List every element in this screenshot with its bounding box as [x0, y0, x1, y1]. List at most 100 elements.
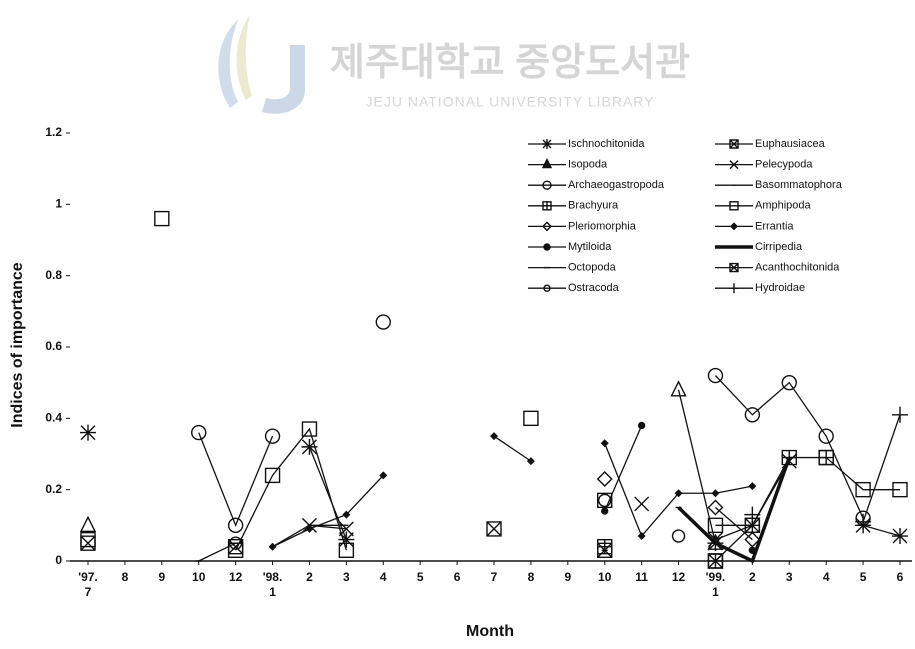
marker: [674, 489, 683, 498]
marker: [227, 517, 244, 534]
y-tick-label: 0.6: [45, 339, 62, 353]
x-tick-label: '99. 1: [706, 570, 726, 599]
x-tick-label: '98. 1: [263, 570, 283, 599]
marker: [542, 180, 552, 190]
x-tick-label: 8: [122, 570, 129, 584]
marker: [781, 374, 797, 391]
marker: [338, 531, 355, 548]
series-line: [715, 456, 827, 562]
x-tick-label: 10: [192, 570, 206, 584]
marker: [671, 529, 686, 543]
marker: [227, 542, 244, 558]
watermark: 제주대학교 중앙도서관 JEJU NATIONAL UNIVERSITY LIB…: [218, 15, 690, 114]
marker: [191, 424, 207, 441]
y-axis-label: Indices of importance: [9, 262, 26, 427]
marker: [542, 139, 552, 149]
x-axis-label: Month: [466, 623, 514, 640]
marker: [744, 506, 761, 523]
series-line: [605, 425, 753, 550]
x-tick-label: 12: [672, 570, 686, 584]
marker: [744, 407, 761, 423]
legend-label: Mytiloida: [568, 241, 612, 253]
series-line: [677, 456, 791, 564]
marker: [818, 449, 834, 466]
marker: [707, 367, 724, 384]
marker: [855, 481, 871, 498]
marker: [637, 532, 646, 541]
marker: [543, 243, 551, 251]
marker: [80, 424, 96, 441]
x-tick-label: 4: [380, 570, 387, 584]
marker: [80, 535, 96, 551]
x-tick-label: 5: [417, 570, 424, 584]
watermark-subtitle: JEJU NATIONAL UNIVERSITY LIBRARY: [366, 94, 655, 110]
series-line: [308, 446, 901, 540]
series-line: [199, 543, 605, 561]
y-tick-label: 0: [55, 553, 62, 567]
marker: [301, 438, 318, 455]
marker: [541, 158, 553, 169]
marker: [490, 432, 498, 441]
series-line: [677, 389, 717, 544]
x-tick-label: 11: [635, 570, 648, 584]
watermark-title: 제주대학교 중앙도서관: [330, 42, 690, 84]
marker: [264, 428, 281, 444]
x-tick-label: 7: [491, 570, 498, 584]
legend-label: Isopoda: [568, 159, 608, 171]
legend-label: Ischnochitonida: [568, 138, 645, 150]
legend-label: Euphausiacea: [755, 138, 826, 150]
marker: [523, 410, 539, 427]
logo-j: [262, 45, 305, 114]
marker: [707, 499, 724, 516]
legend-label: Acanthochitonida: [755, 262, 840, 274]
marker: [542, 221, 552, 232]
x-tick-label: 9: [158, 570, 165, 584]
marker: [748, 482, 757, 491]
marker: [542, 201, 552, 211]
marker: [600, 439, 609, 448]
marker: [818, 428, 834, 444]
x-tick-label: 3: [786, 570, 793, 584]
legend-label: Pelecypoda: [755, 159, 813, 171]
marker: [707, 553, 724, 569]
marker: [730, 222, 738, 231]
x-tick-label: 4: [823, 570, 830, 584]
x-tick-label: 6: [454, 570, 461, 584]
y-tick-label: 1: [55, 197, 62, 211]
marker: [744, 517, 760, 533]
legend-label: Cirripedia: [755, 241, 803, 253]
marker: [597, 542, 613, 558]
marker: [892, 481, 908, 498]
marker: [729, 262, 739, 273]
legend-label: Hydroidae: [755, 282, 805, 294]
marker: [597, 539, 613, 555]
x-tick-label: 9: [564, 570, 571, 584]
marker: [729, 160, 739, 170]
marker: [301, 421, 318, 437]
x-tick-label: '97. 7: [78, 570, 98, 599]
marker: [892, 406, 908, 423]
legend-label: Basommatophora: [755, 179, 843, 191]
x-tick-label: 6: [897, 570, 904, 584]
x-tick-label: 8: [528, 570, 535, 584]
marker: [637, 421, 646, 430]
x-tick-label: 2: [306, 570, 313, 584]
legend-label: Brachyura: [568, 200, 619, 212]
marker: [379, 471, 388, 480]
marker: [264, 467, 281, 484]
marker: [729, 283, 739, 294]
marker: [268, 542, 277, 551]
marker: [154, 210, 170, 227]
marker: [729, 201, 739, 211]
marker: [526, 457, 535, 466]
series-line: [309, 460, 790, 541]
series-line: [715, 507, 753, 541]
y-tick-label: 1.2: [45, 125, 62, 139]
marker: [375, 314, 391, 330]
marker: [855, 513, 872, 530]
logo-leaf: [236, 15, 252, 100]
legend-label: Pleriomorphia: [568, 220, 637, 232]
marker: [597, 492, 613, 509]
x-tick-label: 3: [343, 570, 350, 584]
